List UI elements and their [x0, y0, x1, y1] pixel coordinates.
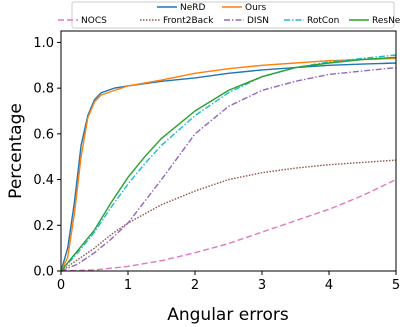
x-tick-label: 2: [191, 278, 199, 293]
x-tick-label: 5: [392, 278, 400, 293]
x-tick-label: 1: [124, 278, 132, 293]
plot-lines: [60, 54, 397, 272]
legend-label-nerd: NeRD: [180, 3, 206, 13]
x-axis-label: Angular errors: [167, 305, 289, 325]
legend-label-nocs: NOCS: [81, 16, 107, 26]
y-tick-label: 0.4: [33, 173, 54, 188]
x-tick-label: 0: [57, 278, 65, 293]
x-tick-label: 3: [258, 278, 266, 293]
legend-label-ours: Ours: [245, 3, 266, 13]
x-tick-label: 4: [325, 278, 333, 293]
series-line-disn: [60, 66, 397, 272]
y-tick-label: 0.6: [33, 127, 54, 142]
series-line-nocs: [60, 178, 397, 272]
y-tick-label: 0.8: [33, 82, 54, 97]
legend-label-disn: DISN: [247, 16, 269, 26]
series-line-rotcon: [60, 54, 397, 272]
legend-label-rotcon: RotCon: [307, 16, 339, 26]
axis-ticks: 0 1 2 3 4 5 0.0 0.2 0.4 0.6 0.8 1.0: [33, 36, 400, 293]
legend-label-resnet: ResNet: [372, 16, 400, 26]
series-line-ours: [60, 57, 397, 272]
y-tick-label: 1.0: [33, 36, 54, 51]
y-tick-label: 0.2: [33, 219, 54, 234]
y-tick-label: 0.0: [33, 265, 54, 280]
plot-frame: [60, 30, 397, 272]
y-axis-label: Percentage: [6, 103, 26, 199]
series-line-resnet: [60, 56, 397, 272]
series-line-front2back: [60, 159, 397, 272]
legend: NeRD Ours NOCS Front2Back DISN RotCon ResNet: [58, 1, 400, 29]
legend-label-front2back: Front2Back: [163, 16, 214, 26]
legend-box: [71, 1, 395, 29]
